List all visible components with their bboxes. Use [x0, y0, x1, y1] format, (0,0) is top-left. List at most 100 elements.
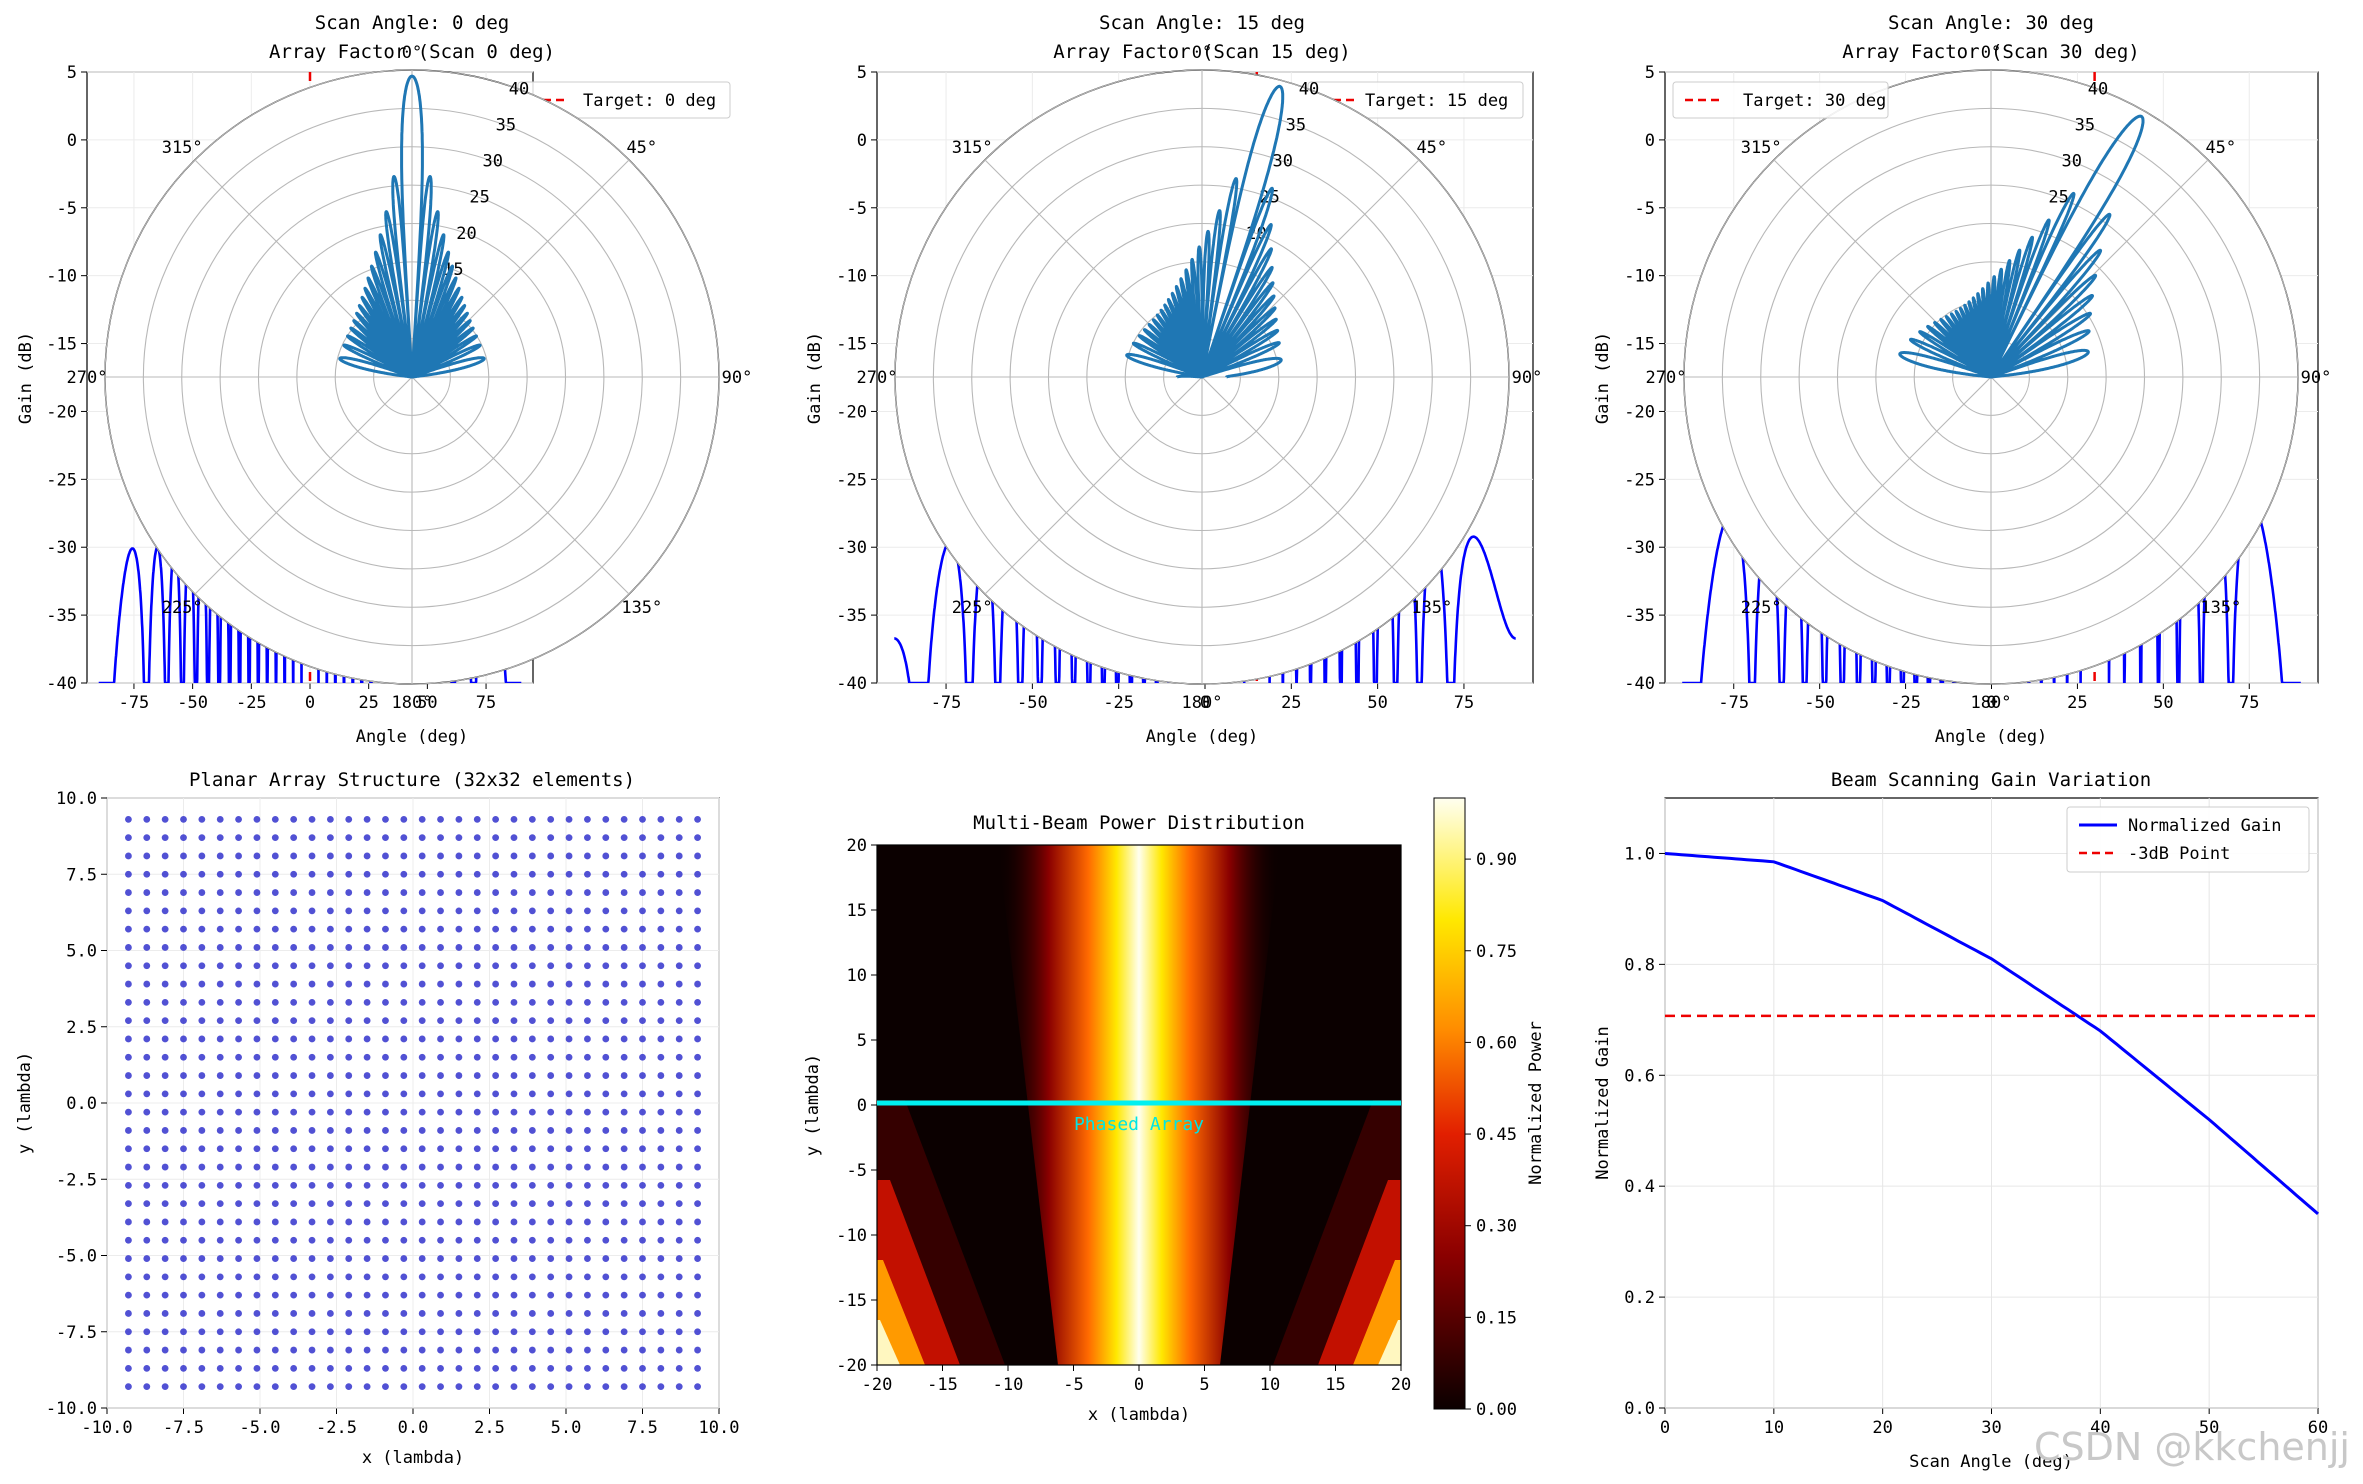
array-element [363, 1346, 371, 1354]
array-element [326, 1383, 334, 1391]
array-element [528, 870, 536, 878]
x-axis-label: Angle (deg) [1146, 727, 1259, 747]
array-element [216, 889, 224, 896]
x-axis-label: Angle (deg) [356, 727, 469, 747]
array-element [253, 1328, 261, 1336]
array-element [290, 1181, 298, 1189]
array-element [308, 889, 316, 896]
array-element [235, 1127, 242, 1134]
array-element [528, 1108, 536, 1116]
array-element [253, 1035, 261, 1043]
array-element [326, 1163, 334, 1171]
array-element [290, 1145, 298, 1153]
y-tick-label: -5 [1635, 199, 1655, 219]
array-element [584, 1200, 591, 1208]
array-element [639, 815, 646, 823]
array-element [657, 907, 665, 915]
polar-angle-label: 270° [1646, 368, 1687, 388]
array-element [620, 1218, 628, 1226]
array-element [125, 1328, 132, 1336]
array-element [473, 1273, 481, 1281]
array-element [437, 1310, 444, 1317]
x-tick-label: 50 [2153, 693, 2173, 713]
array-element [400, 852, 408, 860]
array-element [639, 1273, 646, 1281]
array-element [584, 852, 591, 860]
array-element [271, 1346, 279, 1354]
array-element [363, 1163, 371, 1171]
array-element [382, 1053, 389, 1061]
array-element [694, 1236, 701, 1244]
polar-r-label: 40 [509, 80, 529, 100]
array-element [418, 870, 426, 878]
array-element [235, 1218, 242, 1226]
array-element [620, 1035, 628, 1043]
array-element [198, 1273, 206, 1281]
array-element [308, 1181, 316, 1189]
array-element [400, 1328, 408, 1336]
array-element [639, 1310, 646, 1317]
array-element [492, 1218, 500, 1226]
y-tick-label: -40 [836, 674, 867, 694]
array-element [473, 1328, 481, 1336]
array-element [180, 1200, 187, 1208]
array-element [161, 834, 169, 842]
array-element [216, 1236, 224, 1244]
array-element [326, 1310, 334, 1317]
array-element [584, 962, 591, 970]
array-element [180, 870, 187, 878]
array-element [492, 962, 500, 970]
array-element [639, 1181, 646, 1189]
array-element [584, 1127, 591, 1134]
array-element [382, 870, 389, 878]
array-element [143, 1328, 151, 1336]
array-element [473, 889, 481, 896]
array-element [271, 1072, 279, 1079]
array-element [290, 1127, 298, 1134]
array-element [528, 925, 536, 933]
array-element [620, 852, 628, 860]
array-element [271, 944, 279, 951]
array-element [492, 1383, 500, 1391]
array-element [290, 870, 298, 878]
y-tick-label: -10 [46, 267, 77, 287]
array-element [528, 1218, 536, 1226]
array-element [694, 925, 701, 933]
x-axis-label: Angle (deg) [1935, 727, 2048, 747]
array-element [437, 907, 444, 915]
array-element [657, 1255, 665, 1262]
y-tick-label: 2.5 [66, 1018, 97, 1038]
array-element [675, 1273, 683, 1281]
array-element [290, 1017, 298, 1025]
array-element [271, 1291, 279, 1299]
array-element [271, 1273, 279, 1281]
array-element [253, 834, 261, 842]
array-element [492, 1310, 500, 1317]
array-element [492, 1090, 500, 1098]
array-element [363, 1236, 371, 1244]
array-element [620, 870, 628, 878]
array-element [271, 1090, 279, 1098]
array-element [602, 1035, 610, 1043]
array-element [473, 815, 481, 823]
y-tick-label: -25 [836, 470, 867, 490]
array-element [694, 1145, 701, 1153]
array-element [565, 1255, 573, 1262]
array-element [455, 1017, 463, 1025]
x-tick-label: 0 [1986, 693, 1996, 713]
array-element [216, 1090, 224, 1098]
array-element [345, 1035, 353, 1043]
array-element [143, 1017, 151, 1025]
array-element [143, 907, 151, 915]
y-tick-label: -40 [1624, 674, 1655, 694]
array-element [418, 1346, 426, 1354]
array-element [345, 815, 353, 823]
array-element [198, 1072, 206, 1079]
array-element [382, 1200, 389, 1208]
x-tick-label: -75 [119, 693, 150, 713]
array-element [473, 1181, 481, 1189]
x-tick-label: -20 [862, 1375, 893, 1395]
y-tick-label: 0.4 [1624, 1177, 1655, 1197]
array-element [565, 962, 573, 970]
x-tick-label: -5 [1063, 1375, 1083, 1395]
